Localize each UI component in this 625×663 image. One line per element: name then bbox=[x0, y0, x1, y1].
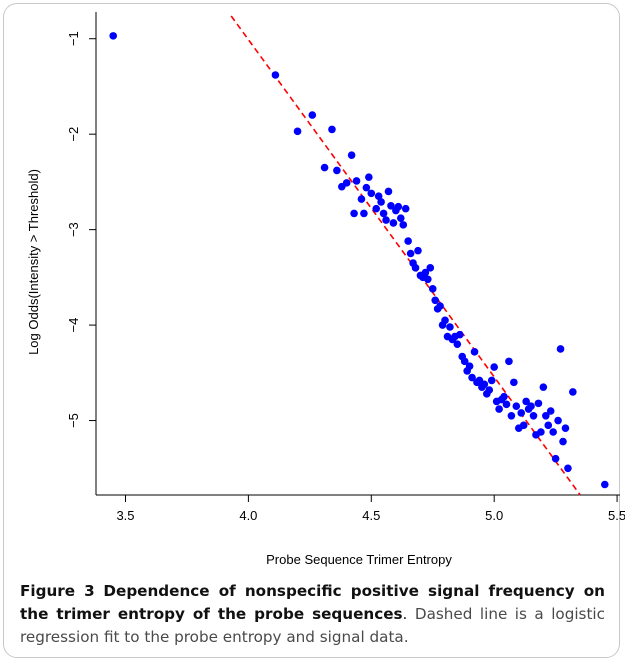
data-point bbox=[551, 454, 560, 463]
data-point bbox=[328, 125, 336, 134]
data-point bbox=[554, 416, 562, 425]
data-point bbox=[401, 204, 410, 213]
data-point bbox=[411, 264, 420, 272]
points-layer bbox=[109, 32, 609, 489]
data-point bbox=[421, 268, 430, 277]
data-point bbox=[109, 32, 118, 40]
data-point bbox=[362, 183, 371, 192]
data-point bbox=[500, 392, 508, 401]
data-point bbox=[510, 378, 518, 387]
data-point bbox=[546, 407, 555, 415]
data-point bbox=[549, 428, 557, 436]
data-point bbox=[414, 246, 422, 255]
data-point bbox=[455, 330, 464, 339]
data-point bbox=[490, 363, 498, 371]
x-axis-label: Probe Sequence Trimer Entropy bbox=[266, 552, 452, 567]
data-point bbox=[365, 173, 373, 181]
x-tick-label: 4.0 bbox=[239, 508, 257, 523]
x-tick-label: 5.0 bbox=[485, 508, 503, 523]
data-point bbox=[556, 345, 565, 353]
figure-title: Dependence of nonspecific positive signa… bbox=[20, 582, 605, 623]
data-point bbox=[394, 202, 403, 211]
scatter-plot: 3.5 4.0 4.5 5.0 5.5 −1 −2 −3 −4 −5 Probe Sequence… bbox=[26, 12, 625, 567]
y-tick-label: −3 bbox=[66, 222, 81, 237]
data-point bbox=[374, 192, 383, 201]
data-point bbox=[424, 275, 432, 284]
data-point bbox=[600, 480, 609, 489]
data-point bbox=[271, 71, 280, 79]
data-point bbox=[384, 187, 393, 196]
data-point bbox=[517, 409, 526, 417]
figure-caption: Figure 3 Dependence of nonspecific posit… bbox=[20, 582, 605, 646]
data-point bbox=[502, 400, 511, 409]
data-point bbox=[357, 195, 366, 203]
fit-line-layer bbox=[230, 15, 581, 496]
data-point bbox=[293, 127, 302, 136]
data-point bbox=[522, 397, 530, 406]
y-axis-label: Log Odds(Intensity > Threshold) bbox=[26, 169, 41, 355]
data-point bbox=[333, 166, 341, 175]
axes: 3.5 4.0 4.5 5.0 5.5 −1 −2 −3 −4 −5 bbox=[66, 12, 625, 523]
data-point bbox=[470, 348, 479, 356]
x-tick-label: 5.5 bbox=[608, 508, 625, 523]
data-point bbox=[519, 421, 528, 430]
data-point bbox=[487, 376, 496, 385]
data-point bbox=[396, 214, 405, 222]
data-point bbox=[350, 209, 358, 218]
data-point bbox=[360, 209, 368, 218]
data-point bbox=[446, 323, 454, 331]
data-point bbox=[377, 198, 385, 206]
y-tick-label: −2 bbox=[66, 127, 81, 142]
data-point bbox=[529, 411, 538, 420]
data-point bbox=[320, 163, 329, 172]
data-point bbox=[347, 151, 356, 159]
data-point bbox=[387, 201, 395, 210]
data-point bbox=[426, 264, 435, 272]
data-point bbox=[507, 411, 516, 420]
data-point bbox=[537, 428, 545, 436]
data-point bbox=[544, 421, 553, 430]
data-point bbox=[534, 399, 543, 408]
data-point bbox=[468, 373, 476, 382]
data-point bbox=[480, 380, 489, 389]
data-point bbox=[382, 216, 390, 224]
x-tick-label: 3.5 bbox=[116, 508, 134, 523]
data-point bbox=[512, 402, 521, 411]
data-point bbox=[460, 357, 469, 366]
data-point bbox=[542, 411, 550, 420]
data-point bbox=[404, 237, 412, 245]
data-point bbox=[495, 405, 503, 413]
x-tick-label: 4.5 bbox=[362, 508, 380, 523]
data-point bbox=[539, 383, 548, 391]
data-point bbox=[372, 204, 381, 213]
data-point bbox=[436, 302, 444, 310]
y-tick-label: −4 bbox=[66, 318, 81, 333]
data-point bbox=[308, 111, 317, 119]
data-point bbox=[561, 424, 570, 432]
data-point bbox=[428, 285, 437, 293]
data-point bbox=[342, 179, 351, 187]
data-point bbox=[379, 209, 388, 218]
data-point bbox=[399, 221, 408, 229]
y-tick-label: −5 bbox=[66, 413, 81, 428]
fit-line bbox=[230, 15, 581, 496]
data-point bbox=[389, 219, 398, 227]
data-point bbox=[527, 402, 535, 411]
data-point bbox=[406, 249, 415, 258]
figure-label: Figure 3 bbox=[20, 582, 95, 600]
data-point bbox=[441, 316, 449, 325]
data-point bbox=[465, 362, 474, 370]
figure-description: Dashed line is a logistic regression fit… bbox=[20, 605, 605, 646]
y-tick-label: −1 bbox=[66, 31, 81, 46]
data-point bbox=[367, 189, 376, 198]
data-point bbox=[564, 464, 572, 473]
data-point bbox=[559, 437, 567, 446]
data-point bbox=[569, 388, 577, 396]
data-point bbox=[485, 386, 494, 394]
data-point bbox=[431, 296, 439, 305]
data-point bbox=[505, 357, 513, 366]
data-point bbox=[453, 340, 462, 348]
data-point bbox=[352, 177, 361, 185]
